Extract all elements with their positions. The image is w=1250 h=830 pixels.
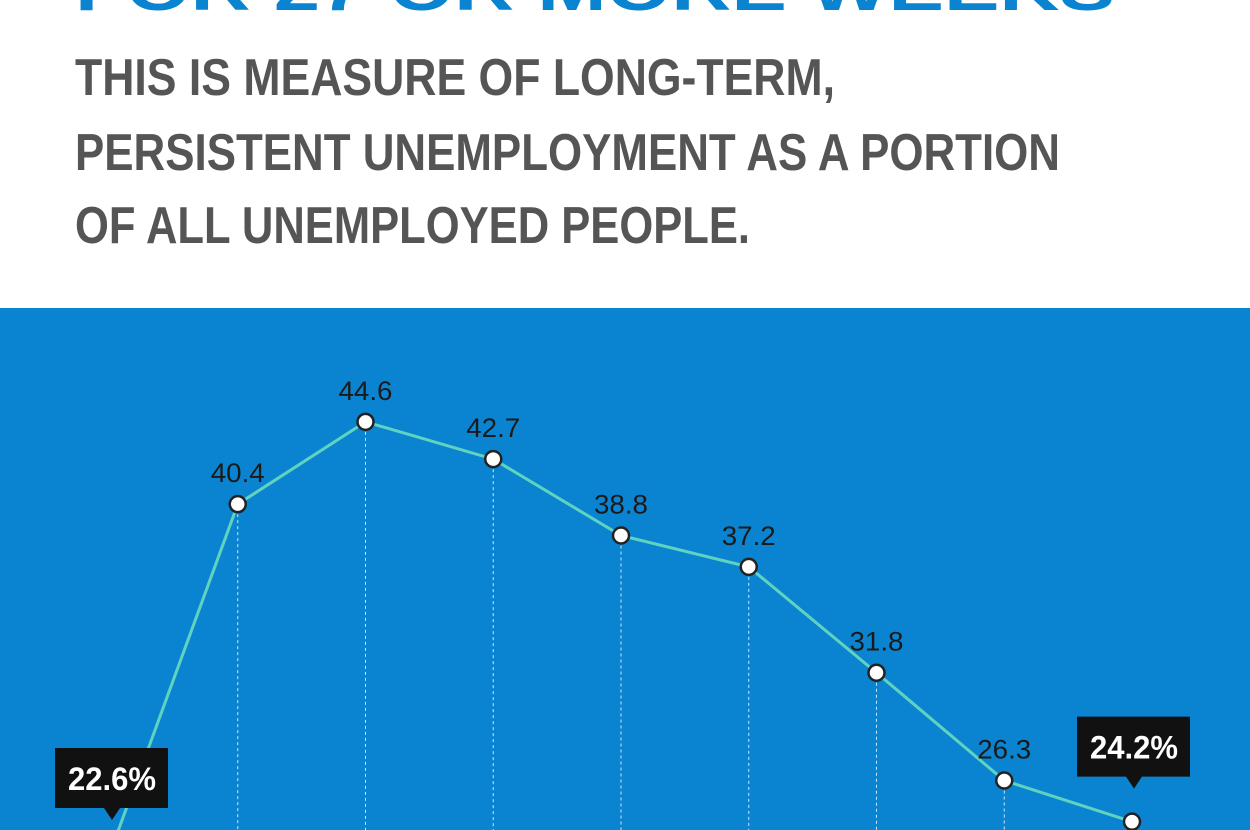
data-point	[611, 526, 631, 545]
data-point	[356, 412, 375, 432]
value-label: 26.3	[977, 735, 1031, 765]
value-label: 44.6	[339, 376, 393, 406]
value-label: 38.8	[594, 490, 648, 520]
subtitle: THIS IS MEASURE OF LONG-TERM,	[75, 49, 835, 107]
data-point	[739, 557, 758, 577]
chart-background	[0, 308, 1250, 830]
data-point	[995, 771, 1014, 790]
value-label: 42.7	[466, 413, 520, 443]
label-box	[55, 748, 168, 821]
value-label: 22.6%	[68, 761, 156, 797]
value-label: 40.4	[211, 458, 265, 488]
subtitle: PERSISTENT UNEMPLOYMENT AS A PORTION	[75, 124, 1060, 182]
value-label: 24.2%	[1090, 730, 1178, 766]
data-point	[1122, 812, 1142, 830]
data-point	[228, 494, 247, 514]
value-label: 31.8	[850, 627, 904, 657]
chart-title: FOR 27 OR MORE WEEKS	[75, 0, 1115, 23]
value-label: 37.2	[722, 521, 776, 551]
data-point	[484, 449, 503, 469]
subtitle: OF ALL UNEMPLOYED PEOPLE.	[75, 197, 750, 255]
label-box	[1077, 716, 1190, 789]
data-point	[867, 663, 886, 682]
